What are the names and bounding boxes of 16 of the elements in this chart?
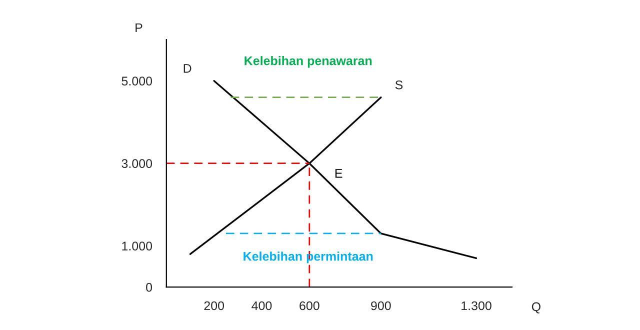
annotation: E	[335, 169, 342, 178]
y-tick-label: 1.000	[122, 242, 152, 250]
x-tick-label: 400	[252, 301, 272, 310]
annotation: Kelebihan permintaan	[244, 252, 373, 264]
x-axis-title: Q	[532, 302, 540, 314]
x-tick-label: 900	[371, 301, 391, 310]
y-tick-label: 0	[146, 282, 152, 292]
series-label: S	[395, 80, 403, 90]
y-tick-label: 5.000	[122, 76, 152, 86]
x-tick-label: 1.300	[462, 301, 492, 310]
series-label: D	[184, 64, 192, 73]
y-tick-label: 3.000	[122, 159, 152, 168]
y-axis-title: P	[136, 23, 142, 32]
annotation: Kelebihan penawaran	[244, 56, 372, 68]
x-tick-label: 200	[204, 301, 224, 310]
x-tick-label: 600	[300, 301, 320, 310]
